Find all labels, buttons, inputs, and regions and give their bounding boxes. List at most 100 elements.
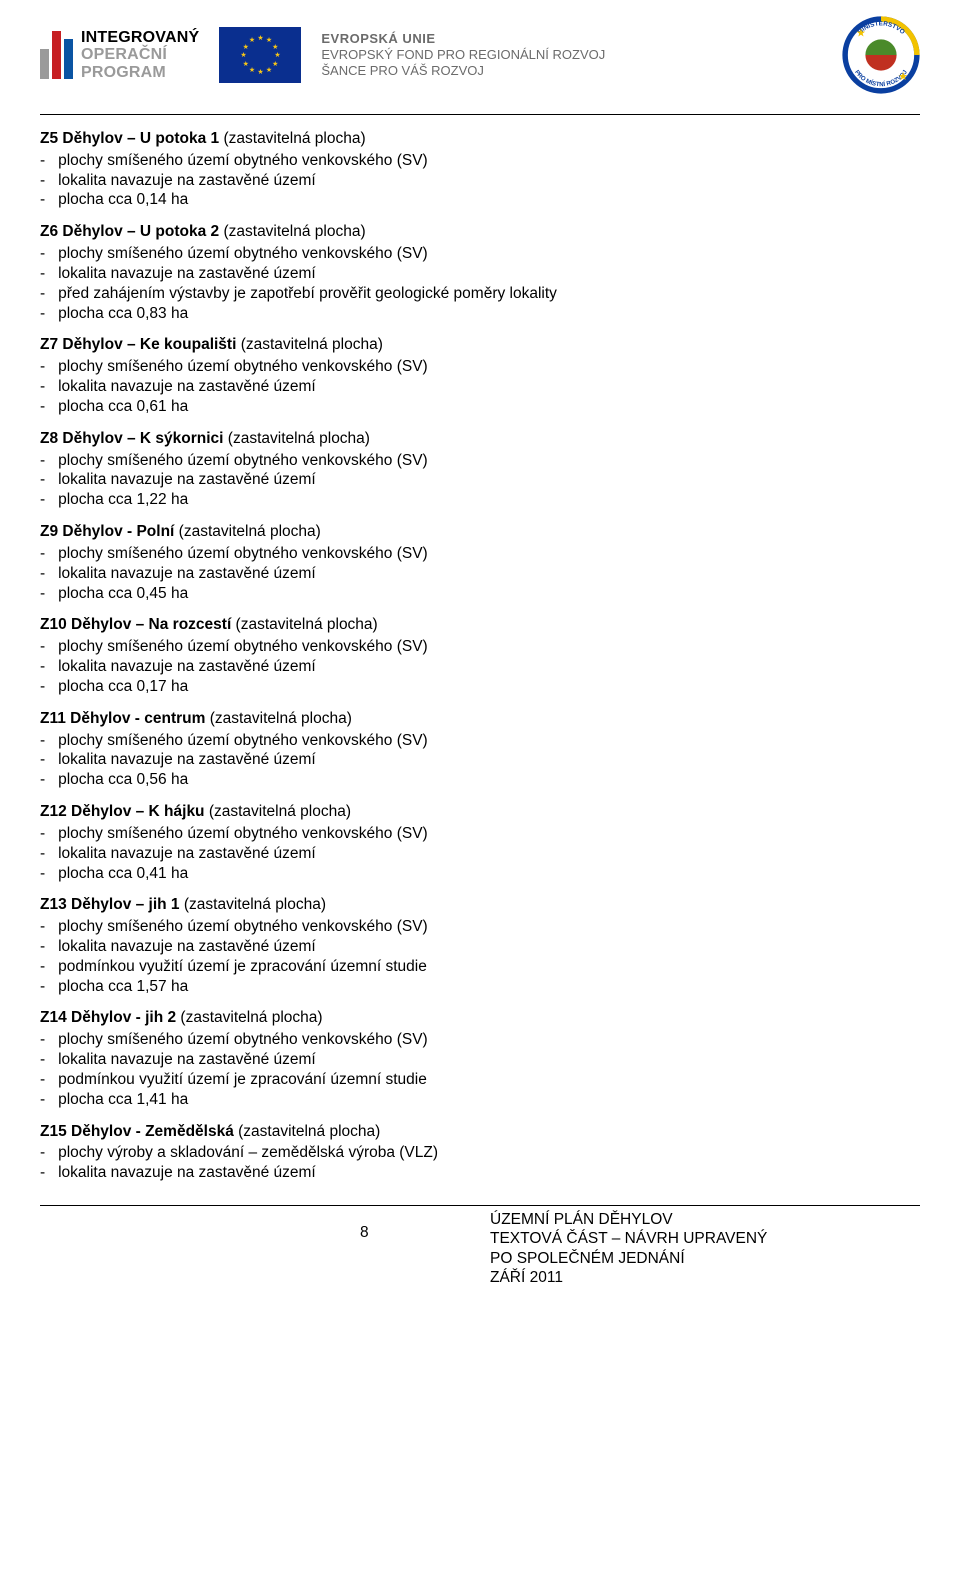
bullet-item: plochy smíšeného území obytného venkovsk…: [40, 451, 920, 471]
bullet-item: plochy smíšeného území obytného venkovsk…: [40, 151, 920, 171]
bullet-item: plocha cca 0,14 ha: [40, 190, 920, 210]
page-number: 8: [40, 1210, 480, 1242]
section: Z8 Děhylov – K sýkornici (zastavitelná p…: [40, 429, 920, 510]
section: Z9 Děhylov - Polní (zastavitelná plocha)…: [40, 522, 920, 603]
bullet-list: plochy smíšeného území obytného venkovsk…: [40, 451, 920, 510]
section-title-suffix: (zastavitelná plocha): [236, 336, 382, 353]
section: Z11 Děhylov - centrum (zastavitelná ploc…: [40, 709, 920, 790]
section-title: Z13 Děhylov – jih 1 (zastavitelná plocha…: [40, 895, 920, 915]
iop-logo: INTEGROVANÝ OPERAČNÍ PROGRAM: [40, 29, 199, 81]
section: Z15 Děhylov - Zemědělská (zastavitelná p…: [40, 1122, 920, 1183]
ministry-ring-logo-icon: MINISTERSTVO PRO MÍSTNÍ ROZVOJ ★ ★: [842, 16, 920, 94]
bullet-item: podmínkou využití území je zpracování úz…: [40, 957, 920, 977]
bullet-item: plochy smíšeného území obytného venkovsk…: [40, 357, 920, 377]
header: INTEGROVANÝ OPERAČNÍ PROGRAM ★★★★★★★★★★★…: [0, 0, 960, 106]
bullet-list: plochy smíšeného území obytného venkovsk…: [40, 731, 920, 790]
bullet-item: podmínkou využití území je zpracování úz…: [40, 1070, 920, 1090]
bullet-item: lokalita navazuje na zastavěné území: [40, 1163, 920, 1183]
section-title: Z5 Děhylov – U potoka 1 (zastavitelná pl…: [40, 129, 920, 149]
section: Z5 Děhylov – U potoka 1 (zastavitelná pl…: [40, 129, 920, 210]
bullet-item: lokalita navazuje na zastavěné území: [40, 470, 920, 490]
section-title: Z6 Děhylov – U potoka 2 (zastavitelná pl…: [40, 222, 920, 242]
section-title-bold: Z9 Děhylov - Polní: [40, 523, 174, 540]
section: Z13 Děhylov – jih 1 (zastavitelná plocha…: [40, 895, 920, 996]
iop-line-2: OPERAČNÍ: [81, 46, 167, 63]
section-title-suffix: (zastavitelná plocha): [224, 430, 370, 447]
bullet-item: lokalita navazuje na zastavěné území: [40, 844, 920, 864]
section-title-bold: Z15 Děhylov - Zemědělská: [40, 1123, 234, 1140]
eu-texts: EVROPSKÁ UNIE EVROPSKÝ FOND PRO REGIONÁL…: [321, 31, 605, 80]
footer-line-2: TEXTOVÁ ČÁST – NÁVRH UPRAVENÝ: [490, 1229, 920, 1248]
footer-line-3: PO SPOLEČNÉM JEDNÁNÍ: [490, 1249, 920, 1268]
iop-bars-icon: [40, 31, 73, 79]
document-content: Z5 Děhylov – U potoka 1 (zastavitelná pl…: [0, 129, 960, 1205]
section-title: Z9 Děhylov - Polní (zastavitelná plocha): [40, 522, 920, 542]
section-title-bold: Z12 Děhylov – K hájku: [40, 803, 205, 820]
section-title-suffix: (zastavitelná plocha): [231, 616, 377, 633]
section-title-suffix: (zastavitelná plocha): [219, 223, 365, 240]
section-title: Z14 Děhylov - jih 2 (zastavitelná plocha…: [40, 1008, 920, 1028]
bullet-item: lokalita navazuje na zastavěné území: [40, 657, 920, 677]
section-title: Z11 Děhylov - centrum (zastavitelná ploc…: [40, 709, 920, 729]
bullet-list: plochy smíšeného území obytného venkovsk…: [40, 151, 920, 210]
section-title-bold: Z14 Děhylov - jih 2: [40, 1009, 176, 1026]
bullet-item: plocha cca 1,41 ha: [40, 1090, 920, 1110]
section-title-suffix: (zastavitelná plocha): [234, 1123, 380, 1140]
section-title-suffix: (zastavitelná plocha): [180, 896, 326, 913]
iop-line-3: PROGRAM: [81, 64, 166, 81]
iop-logo-text: INTEGROVANÝ OPERAČNÍ PROGRAM: [81, 29, 199, 81]
section-title-bold: Z5 Děhylov – U potoka 1: [40, 130, 219, 147]
bullet-item: lokalita navazuje na zastavěné území: [40, 171, 920, 191]
section: Z10 Děhylov – Na rozcestí (zastavitelná …: [40, 615, 920, 696]
section-title-suffix: (zastavitelná plocha): [176, 1009, 322, 1026]
section: Z7 Děhylov – Ke koupališti (zastavitelná…: [40, 335, 920, 416]
header-divider: [40, 114, 920, 115]
footer-line-4: ZÁŘÍ 2011: [490, 1268, 920, 1287]
bullet-item: lokalita navazuje na zastavěné území: [40, 937, 920, 957]
bullet-list: plochy smíšeného území obytného venkovsk…: [40, 637, 920, 696]
bullet-item: plocha cca 0,56 ha: [40, 770, 920, 790]
section-title-bold: Z10 Děhylov – Na rozcestí: [40, 616, 231, 633]
section-title: Z8 Děhylov – K sýkornici (zastavitelná p…: [40, 429, 920, 449]
bullet-item: plochy smíšeného území obytného venkovsk…: [40, 244, 920, 264]
bullet-item: plocha cca 0,61 ha: [40, 397, 920, 417]
section-title: Z10 Děhylov – Na rozcestí (zastavitelná …: [40, 615, 920, 635]
bullet-list: plochy smíšeného území obytného venkovsk…: [40, 357, 920, 416]
section-title-bold: Z7 Děhylov – Ke koupališti: [40, 336, 236, 353]
bullet-item: plocha cca 0,45 ha: [40, 584, 920, 604]
footer-divider: [40, 1205, 920, 1206]
bullet-item: plochy výroby a skladování – zemědělská …: [40, 1143, 920, 1163]
bullet-list: plochy smíšeného území obytného venkovsk…: [40, 244, 920, 323]
bullet-list: plochy smíšeného území obytného venkovsk…: [40, 1030, 920, 1109]
eu-line-3: ŠANCE PRO VÁŠ ROZVOJ: [321, 63, 605, 79]
section: Z12 Děhylov – K hájku (zastavitelná ploc…: [40, 802, 920, 883]
footer-line-1: ÚZEMNÍ PLÁN DĚHYLOV: [490, 1210, 920, 1229]
footer: 8 ÚZEMNÍ PLÁN DĚHYLOV TEXTOVÁ ČÁST – NÁV…: [0, 1205, 960, 1316]
eu-flag-icon: ★★★★★★★★★★★★: [219, 27, 301, 83]
footer-text: ÚZEMNÍ PLÁN DĚHYLOV TEXTOVÁ ČÁST – NÁVRH…: [480, 1210, 920, 1288]
bullet-item: plocha cca 0,83 ha: [40, 304, 920, 324]
eu-line-2: EVROPSKÝ FOND PRO REGIONÁLNÍ ROZVOJ: [321, 47, 605, 63]
iop-line-1: INTEGROVANÝ: [81, 29, 199, 46]
bullet-item: před zahájením výstavby je zapotřebí pro…: [40, 284, 920, 304]
bullet-item: plocha cca 1,57 ha: [40, 977, 920, 997]
bullet-item: plochy smíšeného území obytného venkovsk…: [40, 544, 920, 564]
bullet-list: plochy výroby a skladování – zemědělská …: [40, 1143, 920, 1183]
section-title-bold: Z13 Děhylov – jih 1: [40, 896, 180, 913]
bullet-item: plocha cca 0,17 ha: [40, 677, 920, 697]
bullet-list: plochy smíšeného území obytného venkovsk…: [40, 544, 920, 603]
section: Z14 Děhylov - jih 2 (zastavitelná plocha…: [40, 1008, 920, 1109]
bullet-item: lokalita navazuje na zastavěné území: [40, 264, 920, 284]
svg-text:★: ★: [856, 27, 866, 39]
bullet-item: plocha cca 0,41 ha: [40, 864, 920, 884]
bullet-item: lokalita navazuje na zastavěné území: [40, 564, 920, 584]
section-title: Z7 Děhylov – Ke koupališti (zastavitelná…: [40, 335, 920, 355]
bullet-item: plochy smíšeného území obytného venkovsk…: [40, 731, 920, 751]
section-title-bold: Z6 Děhylov – U potoka 2: [40, 223, 219, 240]
section-title-bold: Z11 Děhylov - centrum: [40, 710, 205, 727]
bullet-item: lokalita navazuje na zastavěné území: [40, 377, 920, 397]
svg-text:★: ★: [898, 71, 908, 83]
bullet-list: plochy smíšeného území obytného venkovsk…: [40, 824, 920, 883]
bullet-item: plochy smíšeného území obytného venkovsk…: [40, 824, 920, 844]
bullet-item: lokalita navazuje na zastavěné území: [40, 750, 920, 770]
